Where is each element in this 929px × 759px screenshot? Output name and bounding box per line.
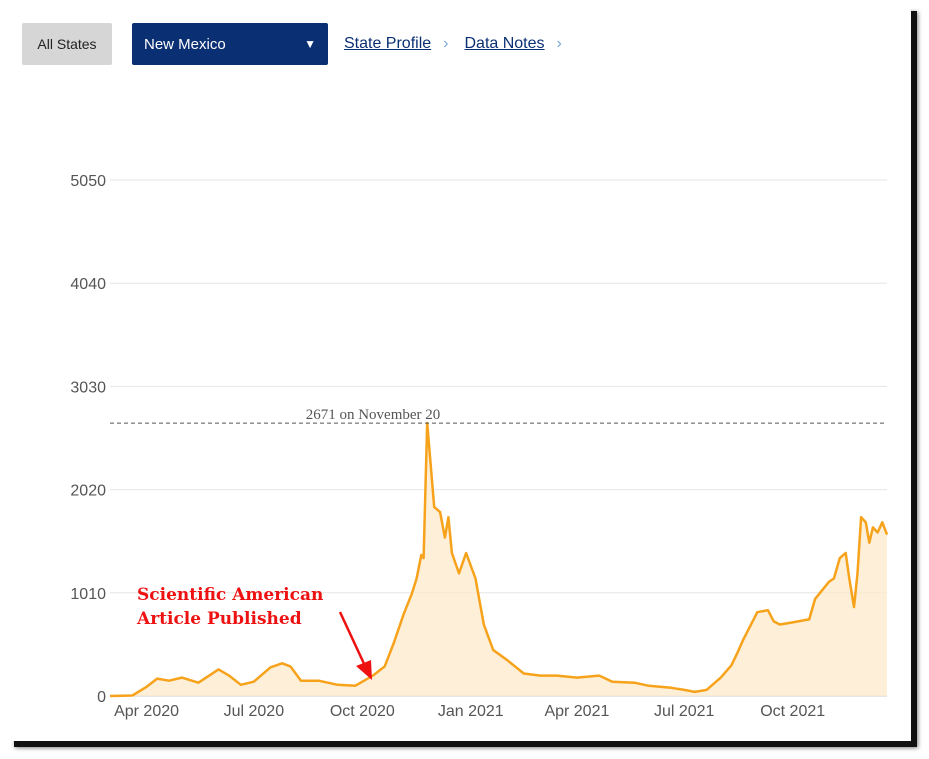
series-area-fill <box>110 423 887 696</box>
annotation: Scientific American Article Published <box>137 583 323 631</box>
chevron-right-icon: › <box>443 35 449 52</box>
y-tick-label: 1010 <box>70 586 106 603</box>
reference-line-group: 2671 on November 20 <box>110 407 887 424</box>
x-tick-label: Jul 2020 <box>224 703 285 720</box>
annotation-arrow <box>338 611 372 680</box>
state-profile-link[interactable]: State Profile <box>344 35 432 52</box>
x-tick-label: Jul 2021 <box>654 703 715 720</box>
y-tick-label: 2020 <box>70 483 106 500</box>
series-area <box>110 423 887 696</box>
x-tick-label: Jan 2021 <box>438 703 504 720</box>
reference-line-label: 2671 on November 20 <box>306 407 441 423</box>
annotation-line: Article Published <box>137 609 302 629</box>
dropdown-caret-icon: ▼ <box>304 37 316 51</box>
state-select[interactable]: New Mexico ▼ <box>132 23 328 65</box>
x-tick-label: Oct 2020 <box>330 703 395 720</box>
series-line <box>109 421 889 698</box>
x-tick-label: Apr 2021 <box>544 703 609 720</box>
chevron-right-icon: › <box>556 35 562 52</box>
y-tick-label: 0 <box>97 689 106 706</box>
y-tick-label: 5050 <box>70 173 106 190</box>
toolbar: All States New Mexico ▼ State Profile › … <box>22 23 562 65</box>
all-states-button[interactable]: All States <box>22 23 112 65</box>
y-axis: 0 1010 2020 3030 4040 5050 <box>70 173 106 706</box>
x-axis: Apr 2020 Jul 2020 Oct 2020 Jan 2021 Apr 2021… <box>114 703 825 720</box>
state-select-value: New Mexico <box>144 35 226 53</box>
y-tick-label: 4040 <box>70 276 106 293</box>
data-notes-link[interactable]: Data Notes <box>464 35 545 52</box>
y-tick-label: 3030 <box>70 379 106 396</box>
x-tick-label: Oct 2021 <box>760 703 825 720</box>
annotation-line: Scientific American <box>137 585 324 605</box>
x-tick-label: Apr 2020 <box>114 703 179 720</box>
series-line-path <box>109 421 889 698</box>
